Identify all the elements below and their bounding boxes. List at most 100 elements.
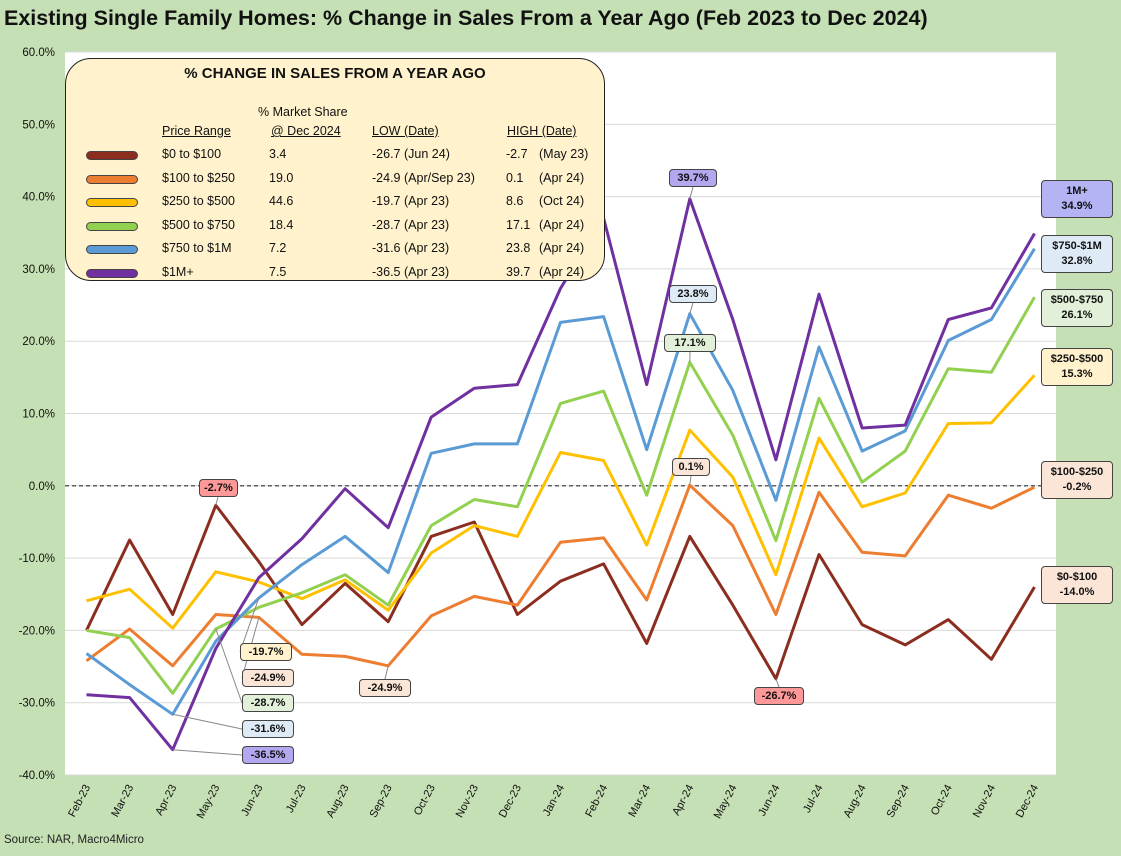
legend-table: % CHANGE IN SALES FROM A YEAR AGO % Mark… bbox=[65, 58, 605, 281]
series-end-label: 1M+ 34.9% bbox=[1041, 180, 1113, 218]
leader-line bbox=[775, 678, 780, 688]
y-tick-label: 60.0% bbox=[22, 47, 55, 59]
legend-cell-high-date: (Apr 24) bbox=[539, 170, 585, 185]
data-callout: 39.7% bbox=[669, 169, 717, 187]
end-label-name: $100-$250 bbox=[1050, 466, 1104, 478]
series-end-label: $0-$100 -14.0% bbox=[1041, 566, 1113, 604]
end-label-name: $250-$500 bbox=[1050, 353, 1104, 365]
legend-cell-range: $100 to $250 bbox=[162, 170, 235, 185]
series-line bbox=[85, 483, 1036, 668]
end-label-name: $500-$750 bbox=[1050, 294, 1104, 306]
x-tick-label: Jun-23 bbox=[239, 783, 265, 818]
legend-cell-share: 18.4 bbox=[269, 217, 294, 232]
end-label-value: 15.3% bbox=[1061, 368, 1093, 380]
data-callout: 0.1% bbox=[672, 458, 710, 476]
series-end-label: $500-$750 26.1% bbox=[1041, 289, 1113, 327]
y-tick-label: -20.0% bbox=[19, 625, 55, 637]
leader-line bbox=[172, 713, 243, 730]
legend-cell-range: $0 to $100 bbox=[162, 147, 222, 161]
y-axis-ticks: -40.0% -30.0% -20.0% -10.0% 0.0% 10.0% 20.0% 30… bbox=[19, 47, 55, 782]
x-tick-label: May-23 bbox=[195, 783, 223, 821]
x-tick-label: Feb-24 bbox=[583, 783, 610, 819]
x-tick-label: Apr-24 bbox=[670, 783, 696, 818]
legend-swatch bbox=[86, 198, 138, 207]
legend-cell-high: 0.1 bbox=[506, 170, 524, 185]
legend-cell-low: -19.7 bbox=[372, 194, 401, 208]
end-label-value: -0.2% bbox=[1062, 481, 1092, 493]
legend-cell-low: -26.7 bbox=[372, 147, 401, 161]
legend-header-low: LOW (Date) bbox=[372, 124, 439, 138]
series-line bbox=[86, 374, 1036, 630]
legend-cell-share: 44.6 bbox=[269, 194, 294, 208]
leader-line bbox=[172, 749, 243, 756]
data-callout: -26.7% bbox=[754, 687, 804, 705]
legend-cell-high: 17.1 bbox=[506, 217, 531, 232]
x-tick-label: Jun-24 bbox=[756, 783, 782, 818]
legend-cell-low-date: (Apr/Sep 23) bbox=[404, 170, 475, 185]
data-callout: -28.7% bbox=[242, 694, 294, 712]
series-end-label: $250-$500 15.3% bbox=[1041, 348, 1113, 386]
x-tick-label: Dec-23 bbox=[497, 783, 524, 820]
leader-line bbox=[689, 186, 694, 199]
legend-cell-low-date: (Apr 23) bbox=[404, 264, 450, 279]
x-tick-label: Nov-24 bbox=[971, 783, 998, 820]
leader-line bbox=[239, 597, 260, 653]
end-label-name: 1M+ bbox=[1066, 185, 1088, 197]
leader-line bbox=[215, 628, 243, 704]
end-label-name: $0-$100 bbox=[1056, 571, 1098, 583]
legend-header-high: HIGH (Date) bbox=[507, 124, 577, 138]
end-label-name: $750-$1M bbox=[1052, 240, 1102, 252]
y-tick-label: -10.0% bbox=[19, 553, 55, 565]
y-tick-label: 0.0% bbox=[29, 481, 55, 493]
x-tick-label: Feb-23 bbox=[66, 783, 93, 819]
x-tick-label: Sep-23 bbox=[368, 783, 395, 820]
x-tick-label: Jul-23 bbox=[284, 783, 309, 815]
series-line bbox=[85, 503, 1036, 681]
legend-cell-low-date: (Jun 24) bbox=[404, 147, 450, 161]
data-callout: -2.7% bbox=[199, 479, 238, 497]
series-end-label: $100-$250 -0.2% bbox=[1041, 461, 1113, 499]
legend-cell-share: 7.2 bbox=[269, 241, 287, 255]
legend-swatch bbox=[86, 245, 138, 254]
legend-cell-low: -36.5 bbox=[372, 264, 401, 279]
data-callout: -24.9% bbox=[359, 679, 411, 697]
legend-cell-range: $250 to $500 bbox=[162, 194, 235, 208]
legend-title: % CHANGE IN SALES FROM A YEAR AGO bbox=[184, 65, 486, 82]
legend-cell-low-date: (Apr 23) bbox=[404, 217, 450, 232]
series-end-label: $750-$1M 32.8% bbox=[1041, 235, 1113, 273]
x-tick-label: Apr-23 bbox=[153, 783, 179, 818]
legend-swatch bbox=[86, 151, 138, 160]
legend-cell-low: -31.6 bbox=[372, 241, 401, 255]
legend-header-range: Price Range bbox=[162, 124, 231, 138]
x-axis-ticks: Feb-23 Mar-23 Apr-23 May-23 Jun-23 Jul-23 Aug-… bbox=[66, 783, 1041, 821]
end-label-value: -14.0% bbox=[1059, 586, 1095, 598]
end-label-value: 26.1% bbox=[1061, 309, 1093, 321]
x-tick-label: Oct-24 bbox=[929, 783, 955, 818]
legend-cell-high-date: (Oct 24) bbox=[539, 194, 585, 208]
data-callout: -36.5% bbox=[242, 746, 294, 764]
legend-cell-share: 7.5 bbox=[269, 264, 287, 279]
legend-cell-high-date: (May 23) bbox=[539, 147, 589, 161]
y-tick-label: 20.0% bbox=[22, 336, 55, 348]
legend-cell-share: 3.4 bbox=[269, 147, 287, 161]
end-label-value: 32.8% bbox=[1061, 255, 1093, 267]
legend-cell-high-date: (Apr 24) bbox=[539, 217, 585, 232]
y-tick-label: -30.0% bbox=[19, 698, 55, 710]
x-tick-label: Mar-23 bbox=[109, 783, 136, 819]
legend-cell-range: $500 to $750 bbox=[162, 217, 235, 232]
legend-header-share: % Market Share bbox=[258, 105, 348, 119]
x-tick-label: Sep-24 bbox=[885, 783, 912, 820]
legend-cell-high: 23.8 bbox=[506, 241, 531, 255]
x-tick-label: Mar-24 bbox=[626, 783, 653, 819]
series-line bbox=[86, 296, 1036, 695]
leader-line bbox=[689, 302, 694, 314]
end-label-value: 34.9% bbox=[1061, 200, 1093, 212]
data-callout: 23.8% bbox=[669, 285, 717, 303]
legend-cell-high: 8.6 bbox=[506, 194, 524, 208]
leader-line bbox=[215, 496, 219, 506]
legend-cell-share: 19.0 bbox=[269, 170, 294, 185]
legend-cell-low-date: (Apr 23) bbox=[404, 241, 450, 255]
x-tick-label: Jul-24 bbox=[801, 783, 826, 815]
y-tick-label: 50.0% bbox=[22, 119, 55, 131]
x-tick-label: May-24 bbox=[712, 783, 740, 821]
